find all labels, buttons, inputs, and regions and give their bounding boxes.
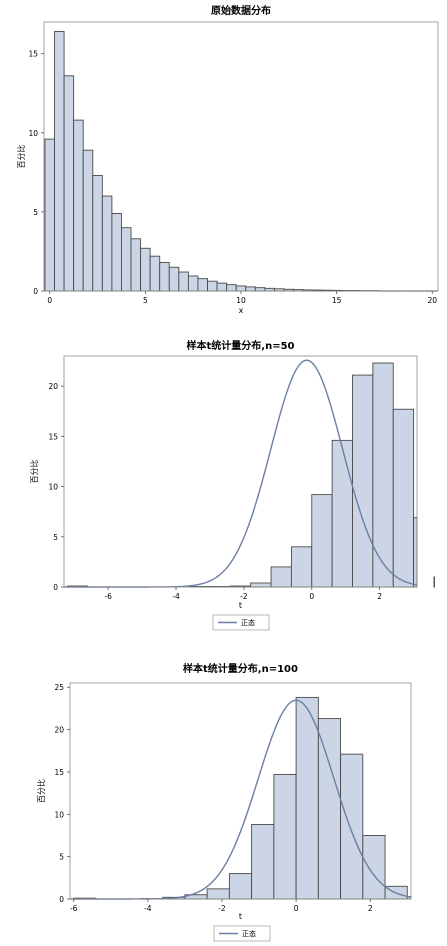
x-tick-label: 15 [332, 296, 342, 305]
y-tick-label: 0 [33, 287, 38, 296]
x-tick-label: 2 [377, 592, 382, 601]
histogram-bar [311, 494, 333, 588]
y-tick-label: 0 [59, 895, 64, 904]
histogram-bar [340, 753, 364, 900]
y-tick-label: 10 [48, 483, 58, 492]
x-tick-label: -4 [144, 904, 152, 913]
y-tick-label: 5 [59, 853, 64, 862]
y-tick-label: 15 [48, 432, 58, 441]
histogram-bar [206, 888, 230, 900]
y-tick-label: 20 [48, 382, 58, 391]
x-tick-label: 5 [143, 296, 148, 305]
histogram-bar [264, 287, 275, 292]
x-axis-label: t [239, 601, 242, 610]
y-tick-label: 5 [53, 533, 58, 542]
y-axis-label: 百分比 [16, 145, 26, 169]
histogram-bar [352, 374, 374, 588]
y-tick-label: 15 [28, 50, 38, 59]
histogram-bar [392, 408, 415, 588]
legend-box [212, 614, 270, 631]
bar-group [44, 31, 438, 292]
legend: 正态 [213, 925, 271, 942]
histogram-bar [63, 75, 75, 292]
y-tick-label: 20 [54, 726, 64, 735]
histogram-bar [362, 835, 386, 900]
histogram-bar [216, 282, 228, 292]
y-tick-label: 15 [54, 768, 64, 777]
histogram-bar [254, 287, 266, 292]
bar-group [66, 362, 435, 588]
y-tick-label: 25 [54, 683, 64, 692]
histogram-bar [159, 262, 170, 292]
x-tick-label: -4 [172, 592, 180, 601]
histogram-bar [433, 576, 435, 588]
histogram-bar [372, 362, 394, 588]
histogram-bar [101, 195, 113, 292]
bar-group [73, 696, 412, 900]
legend: 正态 [212, 614, 270, 631]
histogram-bar [228, 873, 253, 900]
histogram-bar [331, 439, 353, 588]
x-axis-label: t [239, 912, 242, 921]
histogram-bar [245, 286, 256, 292]
histogram-bar [187, 275, 199, 292]
histogram-bar [251, 824, 275, 900]
x-tick-label: -6 [104, 592, 112, 601]
histogram-bar [44, 138, 55, 292]
histogram-bar [207, 280, 218, 292]
x-axis-label: x [239, 306, 244, 315]
histogram-bar [82, 149, 94, 292]
histogram-bar [149, 255, 161, 292]
histogram-bar [235, 285, 247, 292]
histogram-bar [226, 284, 237, 292]
chart-title: 样本t统计量分布,n=50 [187, 339, 295, 352]
histogram-bar [197, 278, 208, 292]
y-axis-label: 百分比 [36, 779, 46, 803]
plot-frame [69, 682, 412, 900]
histogram-bar [168, 266, 180, 292]
histogram-bar [270, 566, 292, 588]
histogram-bar [54, 31, 65, 292]
legend-label: 正态 [242, 929, 256, 938]
x-tick-label: -6 [70, 904, 78, 913]
x-tick-label: -2 [240, 592, 248, 601]
histogram-bar [295, 696, 319, 900]
histogram-bar [273, 774, 297, 900]
y-tick-label: 10 [28, 129, 38, 138]
legend-box [213, 925, 271, 942]
x-tick-label: 0 [309, 592, 314, 601]
histogram-bar [290, 546, 313, 588]
histogram-bar [413, 517, 418, 588]
x-tick-label: 20 [427, 296, 437, 305]
chart-title: 样本t统计量分布,n=100 [183, 662, 298, 675]
histogram-bar [121, 227, 132, 292]
histogram-bar [92, 175, 103, 292]
legend-label: 正态 [241, 618, 255, 627]
chart-1: 原始数据分布 0 5 10 15 20 0 5 10 15 x 百分比 [16, 4, 439, 315]
x-tick-label: 10 [236, 296, 246, 305]
histogram-bar [130, 238, 142, 292]
y-tick-label: 0 [53, 583, 58, 592]
histogram-bar [178, 271, 189, 292]
histogram-bar [140, 247, 151, 292]
y-tick-label: 5 [33, 208, 38, 217]
x-tick-label: 0 [294, 904, 299, 913]
histogram-bar [73, 119, 84, 292]
x-tick-label: 0 [47, 296, 52, 305]
histogram-bar [250, 582, 272, 588]
x-tick-label: 2 [368, 904, 373, 913]
histogram-bar [317, 718, 342, 900]
y-tick-label: 10 [54, 810, 64, 819]
y-axis-label: 百分比 [29, 460, 39, 484]
chart-title: 原始数据分布 [211, 4, 271, 17]
x-tick-label: -2 [218, 904, 226, 913]
histogram-bar [111, 213, 122, 292]
plot-frame [63, 355, 418, 588]
